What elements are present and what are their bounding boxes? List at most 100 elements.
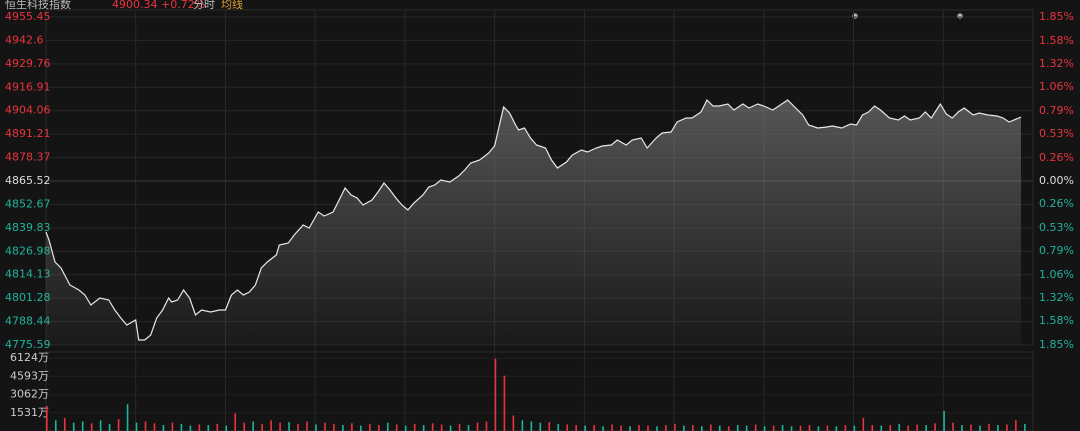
volume-bar <box>377 425 380 431</box>
volume-bar <box>404 425 407 431</box>
volume-bar <box>449 425 452 431</box>
volume-bar <box>665 425 667 431</box>
mode-tab[interactable]: 分时 <box>193 0 215 11</box>
volume-bar <box>189 425 192 431</box>
volume-bar <box>970 424 972 431</box>
volume-bar <box>306 421 308 431</box>
area-fill <box>46 100 1022 345</box>
volume-bar <box>180 423 183 431</box>
volume-bar <box>602 426 604 431</box>
volume-bar <box>979 425 981 431</box>
y-tick-label: 4839.83 <box>5 221 51 234</box>
y-tick-label: 4788.44 <box>5 315 51 328</box>
volume-bar <box>440 424 443 431</box>
volume-bar <box>925 425 927 431</box>
volume-bar <box>701 426 703 431</box>
volume-bar <box>853 425 856 431</box>
y2-tick-label: 1.06% <box>1039 80 1074 93</box>
volume-bar <box>234 413 237 431</box>
volume-bar <box>46 406 48 431</box>
volume-bar <box>629 426 631 431</box>
volume-bar <box>889 425 892 431</box>
volume-bar <box>81 421 84 431</box>
volume-bar <box>745 425 748 431</box>
volume-bar <box>584 425 586 431</box>
volume-bar <box>261 423 263 431</box>
volume-bar <box>54 420 57 431</box>
volume-bar <box>467 425 470 431</box>
y2-tick-label: 1.06% <box>1039 268 1074 281</box>
y2-tick-label: 1.85% <box>1039 338 1074 351</box>
y-tick-label: 1531万 <box>10 406 49 419</box>
y-tick-label: 4942.6 <box>5 33 44 46</box>
volume-bar <box>431 423 434 431</box>
volume-bar <box>871 425 874 431</box>
volume-bar <box>557 423 560 431</box>
y-tick-label: 4916.91 <box>5 80 51 93</box>
ma-toggle[interactable]: 均线 <box>221 0 243 11</box>
marker <box>852 13 963 19</box>
volume-bar <box>611 424 613 431</box>
volume-bar <box>718 425 721 431</box>
y2-tick-label: 1.58% <box>1039 314 1074 327</box>
volume-bar <box>844 425 847 431</box>
y-tick-label: 4904.06 <box>5 104 51 117</box>
volume-bar <box>727 426 730 431</box>
volume-bar <box>117 419 120 431</box>
volume-bar <box>90 423 93 431</box>
y-tick-label: 4852.67 <box>5 197 51 210</box>
volume-bar <box>279 422 281 431</box>
y-tick-label: 4801.28 <box>5 291 51 304</box>
y2-tick-label: 1.58% <box>1039 34 1074 47</box>
volume-bar <box>826 425 829 431</box>
volume-bar <box>422 425 425 431</box>
volume-bar <box>799 425 802 431</box>
volume-bar <box>638 425 640 431</box>
y2-tick-label: 0.26% <box>1039 151 1074 164</box>
volume-bar <box>539 422 542 431</box>
y-tick-label: 4878.37 <box>5 151 51 164</box>
volume-bar <box>593 425 595 431</box>
volume-bar <box>988 423 990 431</box>
y-tick-label: 4929.76 <box>5 57 51 70</box>
volume-bar <box>476 422 479 431</box>
y2-tick-label: 0.00% <box>1039 174 1074 187</box>
volume-bar <box>997 425 999 431</box>
index-name: 恒生科技指数 <box>5 0 71 11</box>
volume-bar <box>898 423 901 431</box>
y2-tick-label: 1.32% <box>1039 291 1074 304</box>
volume-bar <box>270 420 272 431</box>
y-tick-label: 4865.52 <box>5 174 51 187</box>
volume-bar <box>288 422 290 431</box>
volume-bar <box>153 423 156 431</box>
volume-bar <box>333 423 335 431</box>
volume-bar <box>754 424 757 431</box>
index-quote: 4900.34 +0.72% <box>112 0 205 11</box>
y-tick-label: 3062万 <box>10 388 49 401</box>
y2-tick-label: 0.53% <box>1039 221 1074 234</box>
volume-bar <box>907 425 909 431</box>
volume-bar <box>342 425 344 431</box>
volume-bar <box>790 426 793 431</box>
volume-bar <box>692 425 694 431</box>
y-tick-label: 4826.98 <box>5 244 51 257</box>
volume-bar <box>243 422 245 431</box>
volume-bar <box>485 421 488 431</box>
volume-bar <box>916 424 918 431</box>
volume-bar <box>566 424 569 431</box>
volume-bar <box>216 423 219 431</box>
volume-bar <box>656 426 658 431</box>
volume-bar <box>162 425 165 431</box>
volume-bar <box>207 425 210 431</box>
volume-bar <box>647 425 649 431</box>
volume-bar <box>772 425 775 431</box>
y2-tick-label: 0.53% <box>1039 127 1074 140</box>
volume-bar <box>458 423 461 431</box>
y-tick-label: 4955.45 <box>5 10 51 23</box>
volume-bar <box>135 422 138 431</box>
volume-bar <box>512 415 515 431</box>
y-tick-label: 6124万 <box>10 351 49 364</box>
volume-bar <box>126 404 129 431</box>
